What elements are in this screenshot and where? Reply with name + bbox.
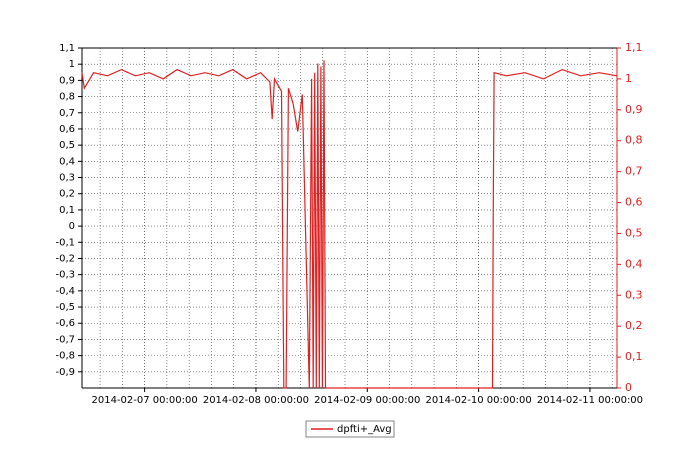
y-tick-label: 1,1 [59,43,75,54]
y-tick-label: -0,2 [55,253,75,264]
y-tick-label: 0,4 [59,156,75,167]
y-tick-label: -0,8 [55,351,75,362]
x-tick-label: 2014-02-11 00:00:00 [537,395,643,406]
y2-tick-label: 0,9 [625,103,643,116]
y-tick-label: 0,1 [59,205,75,216]
plot-area [82,48,617,388]
y-tick-label: -0,5 [55,302,75,313]
y-tick-label: 0,5 [59,140,75,151]
y-tick-label: 0,2 [59,189,75,200]
y2-tick-label: 0,2 [625,319,643,332]
y-tick-label: -0,4 [55,286,75,297]
y2-tick-label: 0,8 [625,134,643,147]
y2-tick-label: 0,5 [625,226,643,239]
x-tick-label: 2014-02-07 00:00:00 [92,395,198,406]
legend-box [305,420,395,438]
y-tick-label: 0,7 [59,108,75,119]
y-tick-label: 0,8 [59,92,75,103]
y2-tick-label: 0,1 [625,350,643,363]
y-tick-label: 0 [69,221,75,232]
x-tick-label: 2014-02-09 00:00:00 [314,395,420,406]
series-line [81,60,618,389]
y-tick-label: -0,3 [55,270,75,281]
y-tick-label: 0,9 [59,75,75,86]
y2-tick-label: 1 [625,72,632,85]
legend-label: dpfti+_Avg [337,424,392,435]
y-tick-label: 0,3 [59,173,75,184]
x-tick-label: 2014-02-08 00:00:00 [203,395,309,406]
legend: dpfti+_Avg [305,420,395,438]
y2-tick-label: 0,4 [625,257,643,270]
y-tick-label: 0,6 [59,124,75,135]
y2-tick-label: 0,6 [625,196,643,209]
y2-tick-label: 1,1 [625,41,643,54]
y2-tick-label: 0,7 [625,165,643,178]
x-tick-label: 2014-02-10 00:00:00 [426,395,532,406]
y-tick-label: -0,9 [55,367,75,378]
y2-tick-label: 0 [625,381,632,394]
y2-tick-label: 0,3 [625,288,643,301]
y-tick-label: 1 [69,59,75,70]
y-tick-label: -0,1 [55,237,75,248]
y-tick-label: -0,6 [55,318,75,329]
y-tick-label: -0,7 [55,334,75,345]
